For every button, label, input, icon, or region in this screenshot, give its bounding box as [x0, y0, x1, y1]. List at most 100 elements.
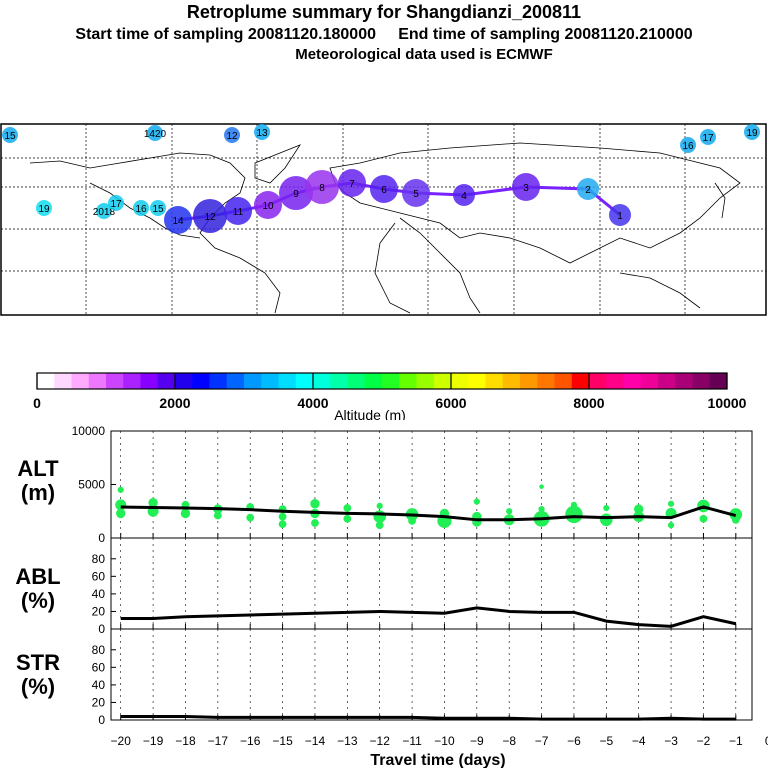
trajectory-day-label: 15	[4, 131, 16, 142]
trajectory-point	[453, 184, 475, 206]
altitude-colorbar: 0 2000 4000 6000 8000 10000 Altitude (m)	[33, 372, 747, 420]
colorbar-cell	[451, 373, 469, 389]
trajectory-point	[147, 125, 163, 141]
alt-scatter-point	[667, 500, 675, 507]
colorbar-cell	[640, 373, 659, 389]
trajectory-point	[700, 129, 716, 145]
trajectory-day-label: 9	[293, 189, 299, 200]
colorbar-cell	[709, 373, 728, 389]
colorbar-tick-label: 6000	[435, 395, 466, 411]
colorbar-cell	[244, 373, 262, 389]
trajectory-day-label: 3	[523, 183, 529, 194]
x-tick-label: −13	[337, 734, 358, 748]
abl-ytick-label: 60	[92, 569, 106, 583]
alt-panel-label: ALT (m)	[17, 456, 59, 505]
trajectory-day-label: 5	[413, 189, 419, 200]
str-ytick-label: 80	[92, 643, 106, 657]
alt-scatter-point	[116, 508, 126, 519]
alt-ytick-label: 5000	[78, 478, 105, 492]
colorbar-cell	[140, 373, 159, 389]
trajectory-day-label: 16	[682, 141, 694, 152]
abl-panel-label: ABL (%)	[15, 564, 60, 613]
colorbar-cell	[330, 373, 348, 389]
alt-ytick-label: 0	[98, 531, 105, 545]
x-tick-label: −14	[305, 734, 326, 748]
alt-scatter-point	[180, 508, 191, 519]
x-tick-label: −3	[664, 734, 678, 748]
trajectory-day-label: 12	[204, 212, 216, 223]
alt-label-line1: ALT	[17, 456, 59, 481]
trajectory-day-label: 13	[256, 128, 268, 139]
colorbar-cell	[157, 373, 176, 389]
abl-ytick-label: 40	[92, 587, 106, 601]
trajectory-point	[338, 169, 366, 197]
trajectory-day-label: 19	[746, 128, 758, 139]
trajectory-point	[254, 124, 270, 140]
trajectory-point	[370, 175, 398, 203]
alt-scatter-point	[343, 504, 352, 512]
str-label-line2: (%)	[21, 674, 55, 699]
x-tick-label: −2	[697, 734, 711, 748]
coastlines	[29, 142, 741, 314]
x-tick-label: −12	[370, 734, 391, 748]
alt-scatter-point	[699, 514, 708, 523]
alt-scatter-point	[731, 515, 740, 524]
abl-ytick-label: 20	[92, 604, 106, 618]
colorbar-cell	[347, 373, 366, 389]
trajectory-point	[609, 204, 631, 226]
colorbar-cell	[71, 373, 90, 389]
alt-scatter-point	[311, 519, 319, 527]
alt-scatter-point	[343, 514, 352, 523]
trajectory-point	[577, 178, 599, 200]
trajectory-day-label: 19	[38, 204, 50, 215]
abl-panel: 0 20 40 60 80	[92, 537, 753, 636]
alt-scatter-point	[570, 501, 578, 508]
str-ytick-label: 60	[92, 660, 106, 674]
str-ytick-label: 40	[92, 678, 106, 692]
alt-scatter-point	[376, 502, 383, 509]
trajectory-day-label: 1	[617, 211, 623, 222]
trajectory-point	[744, 124, 760, 140]
alt-mean-line	[120, 505, 737, 522]
colorbar-cell	[226, 373, 245, 389]
colorbar-cell	[433, 373, 452, 389]
abl-label-line2: (%)	[21, 588, 55, 613]
str-mean-line	[120, 714, 736, 721]
trajectory-day-label: 10	[262, 201, 274, 212]
alt-scatter-point	[603, 504, 610, 512]
alt-scatter-point	[278, 512, 287, 521]
colorbar-cells	[37, 373, 728, 389]
colorbar-cell	[295, 373, 314, 389]
x-tick-labels: −20 −19 −18 −17 −16 −15 −14 −13 −12 −11 −10 −9 −8 −7−…	[111, 734, 768, 748]
colorbar-tick-label: 4000	[297, 395, 328, 411]
colorbar-tick-label: 0	[33, 395, 41, 411]
colorbar-cell	[416, 373, 435, 389]
str-frame	[110, 628, 753, 721]
colorbar-cell	[261, 373, 279, 389]
abl-ytick-label: 80	[92, 552, 106, 566]
colorbar-cell	[382, 373, 400, 389]
abl-label-line1: ABL	[15, 564, 60, 589]
colorbar-cell	[554, 373, 573, 389]
colorbar-cell	[502, 373, 521, 389]
x-tick-label: −7	[535, 734, 549, 748]
colorbar-tick-label: 8000	[573, 395, 604, 411]
colorbar-cell	[364, 373, 383, 389]
alt-scatter-point	[408, 516, 416, 525]
colorbar-tick-label: 2000	[159, 395, 190, 411]
trajectory-point	[305, 170, 339, 204]
trajectory-day-label: 11	[233, 207, 244, 218]
alt-scatter-point	[148, 497, 158, 508]
met-data-note: Meteorological data used is ECMWF	[295, 46, 553, 63]
colorbar-ticks: 0 2000 4000 6000 8000 10000	[33, 373, 747, 411]
colorbar-cell	[192, 373, 210, 389]
colorbar-tick-label: 10000	[708, 395, 747, 411]
x-tick-label: −1	[729, 734, 743, 748]
x-tick-label: −9	[470, 734, 484, 748]
trajectory-day-label: 1420	[144, 129, 167, 140]
x-tick-label: −4	[632, 734, 646, 748]
x-tick-label: −15	[272, 734, 293, 748]
